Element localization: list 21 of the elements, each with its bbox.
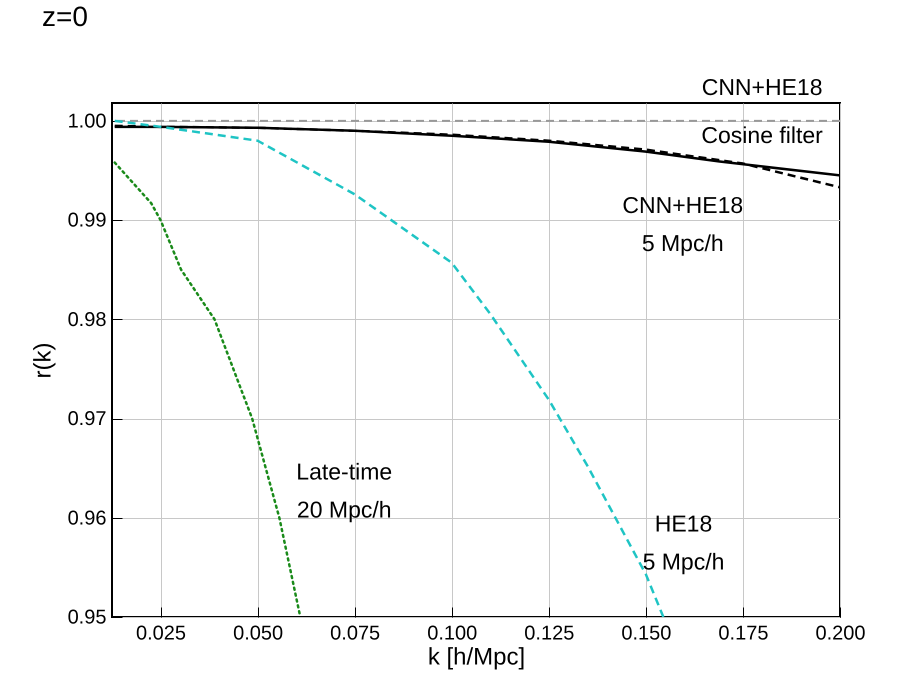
x-tick-label: 0.025 bbox=[136, 622, 186, 644]
x-axis-title: k [h/Mpc] bbox=[428, 644, 526, 670]
y-tick-label: 1.00 bbox=[68, 110, 106, 132]
annotation: CNN+HE18 Cosine filter bbox=[701, 74, 824, 148]
y-tick-label: 0.97 bbox=[68, 408, 106, 430]
y-tick-label: 0.98 bbox=[68, 308, 106, 331]
x-tick-label: 0.200 bbox=[815, 622, 866, 644]
x-tick-label: 0.125 bbox=[524, 622, 574, 644]
x-tick-label: 0.150 bbox=[621, 622, 672, 644]
annotation: CNN+HE18 5 Mpc/h bbox=[622, 192, 744, 256]
annotation: Late-time 20 Mpc/h bbox=[296, 458, 392, 523]
y-tick-label: 0.99 bbox=[68, 210, 106, 232]
y-tick-label: 0.95 bbox=[68, 606, 106, 628]
x-tick-label: 0.175 bbox=[718, 622, 768, 644]
y-tick-label: 0.96 bbox=[68, 507, 106, 530]
y-axis-title: r(k) bbox=[30, 342, 57, 378]
x-tick-label: 0.075 bbox=[330, 622, 380, 644]
annotation: HE18 5 Mpc/h bbox=[642, 510, 724, 574]
x-tick-label: 0.100 bbox=[427, 622, 478, 644]
x-tick-label: 0.050 bbox=[233, 622, 284, 644]
chart-title: z=0 bbox=[42, 1, 88, 32]
